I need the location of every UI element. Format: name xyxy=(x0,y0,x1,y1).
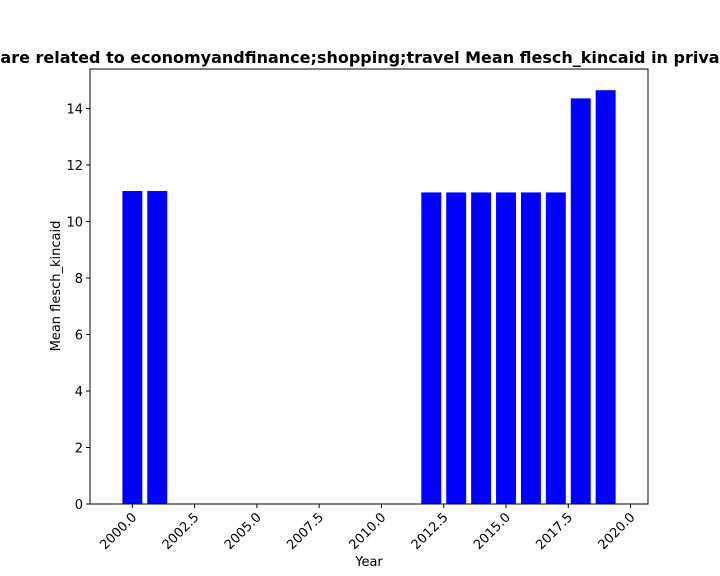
x-tick-label: 2020.0 xyxy=(596,510,639,553)
chart-title: are related to economyandfinance;shoppin… xyxy=(0,48,719,67)
x-axis-label: Year xyxy=(354,555,383,570)
x-tick-label: 2012.5 xyxy=(409,510,452,553)
y-tick-label: 14 xyxy=(66,103,83,118)
y-tick-label: 2 xyxy=(75,442,83,457)
x-tick-label: 2007.5 xyxy=(284,510,327,553)
bar-2016 xyxy=(520,192,541,505)
x-tick-label: 2005.0 xyxy=(222,510,265,553)
x-tick-label: 2002.5 xyxy=(160,510,203,553)
plot-frame xyxy=(89,68,649,505)
bar-2001 xyxy=(147,191,168,504)
bar-2012 xyxy=(421,192,442,505)
y-axis-ticks: 0 2 4 6 8 10 12 14 xyxy=(66,103,90,513)
y-tick-label: 12 xyxy=(66,159,83,174)
bar-2018 xyxy=(570,98,591,505)
bar-2017 xyxy=(545,192,566,505)
bar-2000 xyxy=(122,191,143,504)
bar-2013 xyxy=(446,192,467,505)
x-axis-ticks: 2000.0 2002.5 2005.0 2007.5 2010.0 2012.5 2015… xyxy=(97,504,638,553)
bar-2015 xyxy=(496,192,516,505)
y-tick-label: 6 xyxy=(75,329,83,344)
y-tick-label: 4 xyxy=(75,385,83,400)
bar-2014 xyxy=(471,192,492,505)
y-tick-label: 10 xyxy=(66,216,83,231)
y-tick-label: 0 xyxy=(75,498,83,513)
x-tick-label: 2000.0 xyxy=(97,510,140,553)
bar-2019 xyxy=(595,90,616,505)
x-tick-label: 2010.0 xyxy=(347,510,390,553)
y-axis-label: Mean flesch_kincaid xyxy=(49,221,64,352)
x-tick-label: 2015.0 xyxy=(471,510,514,553)
bars-group xyxy=(122,90,616,505)
y-tick-label: 8 xyxy=(75,272,83,287)
x-tick-label: 2017.5 xyxy=(533,510,576,553)
